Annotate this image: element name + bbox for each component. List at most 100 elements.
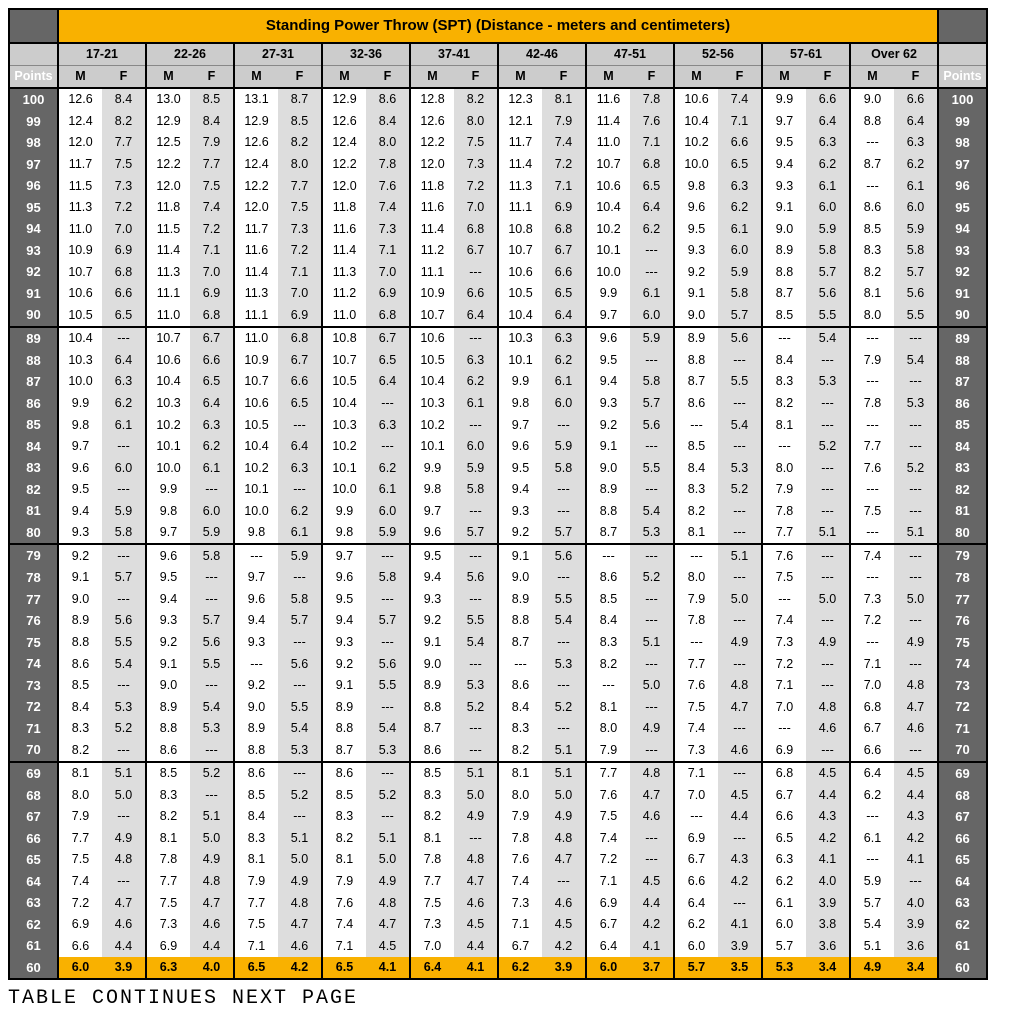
f-value: 6.9 [542, 197, 586, 219]
f-value: 7.2 [278, 240, 322, 262]
f-value: 8.6 [366, 88, 410, 111]
points-cell: 67 [10, 806, 58, 828]
m-value: 9.8 [322, 522, 366, 545]
f-value: 4.5 [542, 914, 586, 936]
f-header: F [190, 66, 234, 88]
m-value: 9.1 [498, 544, 542, 567]
m-value: 6.6 [762, 806, 806, 828]
f-value: 5.6 [542, 544, 586, 567]
m-value: 7.0 [850, 675, 894, 697]
f-value: 4.9 [894, 632, 938, 654]
m-value: 11.1 [146, 283, 190, 305]
m-value: 7.4 [762, 610, 806, 632]
f-value: 8.0 [278, 154, 322, 176]
m-value: 7.8 [410, 849, 454, 871]
m-value: 7.1 [586, 871, 630, 893]
m-header: M [586, 66, 630, 88]
m-value: 9.5 [498, 457, 542, 479]
f-value: 5.2 [630, 567, 674, 589]
m-value: 8.6 [146, 739, 190, 762]
f-value: 5.2 [806, 436, 850, 458]
f-value: 6.8 [542, 218, 586, 240]
m-value: 6.0 [58, 957, 102, 979]
f-value: 5.9 [542, 436, 586, 458]
points-cell: 83 [938, 457, 986, 479]
m-value: 7.1 [234, 935, 278, 957]
f-value: 5.5 [894, 304, 938, 327]
age-group-header: 17-21 [58, 43, 146, 65]
m-value: 11.4 [586, 111, 630, 133]
f-value: 5.7 [366, 610, 410, 632]
footer-note: TABLE CONTINUES NEXT PAGE [8, 987, 1016, 1010]
f-value: 5.5 [806, 304, 850, 327]
m-value: 7.0 [762, 696, 806, 718]
m-value: 8.6 [410, 739, 454, 762]
f-value: --- [190, 675, 234, 697]
f-value: 6.2 [894, 154, 938, 176]
score-row: 9912.48.212.98.412.98.512.68.412.68.012.… [10, 111, 986, 133]
f-value: 5.5 [190, 653, 234, 675]
m-value: 7.1 [674, 762, 718, 785]
f-value: 7.9 [542, 111, 586, 133]
m-value: --- [762, 718, 806, 740]
f-value: --- [718, 610, 762, 632]
f-value: 7.8 [366, 154, 410, 176]
m-value: 7.6 [586, 785, 630, 807]
f-value: 6.0 [894, 197, 938, 219]
f-value: --- [630, 653, 674, 675]
m-value: 9.3 [234, 632, 278, 654]
m-value: 8.6 [850, 197, 894, 219]
f-value: 5.1 [190, 806, 234, 828]
f-value: --- [894, 739, 938, 762]
m-value: 10.7 [498, 240, 542, 262]
f-value: 7.7 [190, 154, 234, 176]
m-value: 8.3 [586, 632, 630, 654]
m-value: 7.2 [762, 653, 806, 675]
m-value: 8.8 [498, 610, 542, 632]
points-cell: 62 [938, 914, 986, 936]
m-value: 11.6 [234, 240, 278, 262]
f-value: 5.4 [278, 718, 322, 740]
m-header: M [146, 66, 190, 88]
m-value: 10.6 [410, 327, 454, 350]
m-value: 7.9 [850, 350, 894, 372]
m-value: 10.4 [322, 393, 366, 415]
f-value: --- [630, 739, 674, 762]
f-value: --- [542, 414, 586, 436]
f-value: --- [190, 739, 234, 762]
f-value: 5.2 [454, 696, 498, 718]
m-value: 8.9 [762, 240, 806, 262]
f-value: 4.9 [718, 632, 762, 654]
m-value: --- [586, 675, 630, 697]
m-value: 8.3 [762, 371, 806, 393]
f-value: 5.7 [806, 261, 850, 283]
m-value: --- [586, 544, 630, 567]
m-value: 10.7 [58, 261, 102, 283]
f-value: 5.0 [366, 849, 410, 871]
m-value: 10.7 [586, 154, 630, 176]
points-cell: 60 [10, 957, 58, 979]
points-cell: 71 [938, 718, 986, 740]
m-header: M [410, 66, 454, 88]
score-row: 768.95.69.35.79.45.79.45.79.25.58.85.48.… [10, 610, 986, 632]
f-value: 5.9 [894, 218, 938, 240]
m-value: 7.7 [762, 522, 806, 545]
f-value: 7.1 [630, 132, 674, 154]
m-value: 8.5 [586, 589, 630, 611]
m-value: --- [498, 653, 542, 675]
m-value: 7.0 [410, 935, 454, 957]
m-value: 10.4 [586, 197, 630, 219]
f-value: --- [894, 610, 938, 632]
points-cell: 98 [10, 132, 58, 154]
score-row: 9110.66.611.16.911.37.011.26.910.96.610.… [10, 283, 986, 305]
f-value: 4.8 [806, 696, 850, 718]
score-row: 738.5---9.0---9.2---9.15.58.95.38.6-----… [10, 675, 986, 697]
m-value: 13.0 [146, 88, 190, 111]
f-value: 4.7 [894, 696, 938, 718]
m-value: 9.1 [58, 567, 102, 589]
f-value: 5.4 [630, 500, 674, 522]
points-header: Points [10, 66, 58, 88]
m-value: 7.1 [762, 675, 806, 697]
m-value: --- [850, 849, 894, 871]
f-value: 5.6 [366, 653, 410, 675]
